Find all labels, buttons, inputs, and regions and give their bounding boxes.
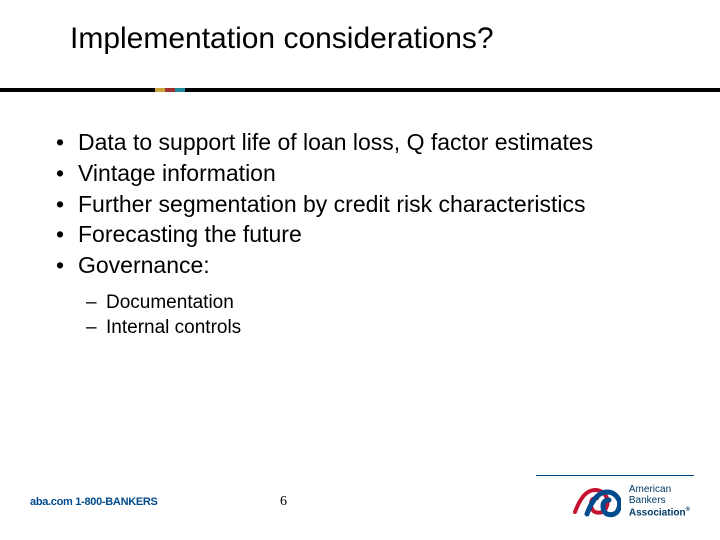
sub-bullet-list: Documentation Internal controls [86, 290, 670, 341]
logo-line: American [629, 484, 690, 496]
slide-title: Implementation considerations? [0, 0, 720, 56]
bullet-list: Data to support life of loan loss, Q fac… [50, 128, 670, 280]
page-number: 6 [280, 494, 287, 510]
divider-segment [0, 88, 155, 92]
divider-segment [155, 88, 165, 92]
aba-logo-mark [573, 482, 621, 520]
footer-contact: aba.com 1-800-BANKERS [30, 496, 158, 508]
divider-segment [165, 88, 175, 92]
footer-rule [536, 475, 694, 476]
divider-segment [175, 88, 185, 92]
bullet-item: Governance: [50, 251, 670, 280]
content-area: Data to support life of loan loss, Q fac… [50, 128, 670, 341]
bullet-item: Forecasting the future [50, 220, 670, 249]
logo-line: Bankers [629, 495, 690, 507]
sub-bullet-item: Documentation [86, 290, 670, 316]
aba-logo-text: American Bankers Association® [629, 484, 690, 519]
aba-logo: American Bankers Association® [573, 482, 690, 520]
slide-container: Implementation considerations? Data to s… [0, 0, 720, 540]
title-divider [0, 88, 720, 92]
logo-line: Association® [629, 507, 690, 519]
bullet-item: Vintage information [50, 159, 670, 188]
bullet-item: Further segmentation by credit risk char… [50, 190, 670, 219]
sub-bullet-item: Internal controls [86, 315, 670, 341]
divider-segment [185, 88, 720, 92]
bullet-item: Data to support life of loan loss, Q fac… [50, 128, 670, 157]
